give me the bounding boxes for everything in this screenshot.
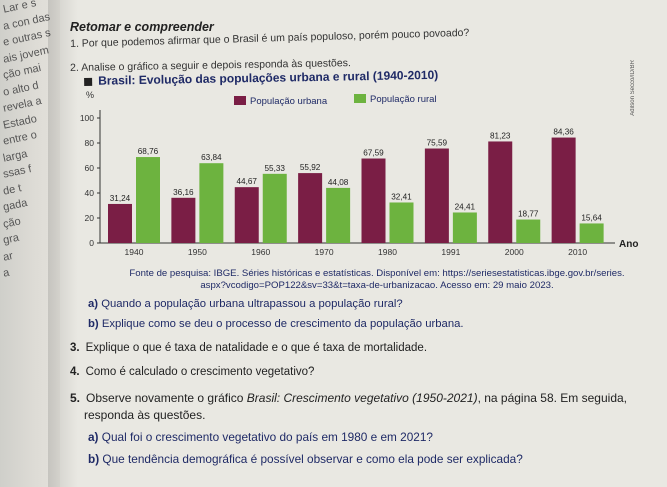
bar-rural-1940 [136, 157, 160, 243]
previous-page-fragment: gra [2, 231, 21, 247]
x-tick-label-1960: 1960 [251, 247, 270, 257]
image-credit: Adilson Secco/ID/BR [630, 60, 636, 116]
previous-page-fragment: ção [2, 214, 22, 231]
previous-page-fragment: ar [2, 249, 15, 264]
question-5-text-after: , na página 58. Em seguida, [477, 391, 627, 405]
previous-page-fragment: entre o [2, 128, 38, 148]
value-label-rural-1940: 68,76 [138, 147, 159, 156]
question-4-number: 4. [70, 366, 80, 378]
value-label-rural-1950: 63,84 [201, 153, 222, 162]
bar-rural-2000 [516, 219, 541, 243]
value-label-rural-2010: 15,64 [581, 213, 602, 222]
y-axis-label: % [86, 90, 94, 100]
textbook-page: Retomar e compreender 1. Por que podemos… [62, 0, 667, 487]
source-line-2: aspx?vcodigo=POP122&sv=33&t=taxa-de-urba… [200, 280, 554, 291]
value-label-urban-1970: 55,92 [300, 163, 321, 172]
question-3-number: 3. [70, 342, 80, 354]
x-tick-label-1991: 1991 [441, 247, 460, 257]
value-label-urban-1960: 44,67 [237, 177, 258, 186]
question-5-line-2: responda às questões. [84, 408, 206, 422]
legend-label-urban: População urbana [250, 96, 328, 107]
x-tick-label-2000: 2000 [505, 247, 524, 257]
bar-urban-1991 [424, 148, 449, 243]
x-tick-label-1950: 1950 [188, 247, 207, 257]
bar-rural-1980 [389, 202, 414, 243]
value-label-urban-2000: 81,23 [490, 131, 511, 140]
y-tick-label: 80 [85, 138, 95, 148]
question-5a-label: a) [88, 430, 99, 444]
value-label-urban-1950: 36,16 [173, 188, 194, 197]
value-label-rural-1991: 24,41 [455, 202, 476, 211]
question-5-number: 5. [70, 391, 81, 405]
previous-page-fragment: Lar e s [2, 0, 38, 16]
value-label-rural-2000: 18,77 [518, 210, 539, 219]
question-5: 5. Observe novamente o gráfico Brasil: Cr… [70, 391, 627, 405]
chart-source: Fonte de pesquisa: IBGE. Séries históric… [92, 268, 662, 292]
y-tick-label: 20 [85, 213, 95, 223]
question-2b: b) Explique como se deu o processo de cr… [88, 318, 464, 330]
value-label-rural-1970: 44,08 [328, 178, 349, 187]
bar-urban-1960 [234, 187, 259, 243]
value-label-rural-1960: 55,33 [265, 164, 286, 173]
previous-page-fragment: larga [2, 147, 29, 165]
bar-rural-1970 [326, 187, 351, 243]
question-5b-text: Que tendência demográfica é possível obs… [102, 452, 523, 466]
value-label-urban-1980: 67,59 [363, 149, 384, 158]
previous-page-fragment: gada [2, 196, 29, 214]
previous-page-fragment: de t [2, 181, 23, 198]
legend-swatch-urban [234, 96, 246, 105]
question-2a-text: Quando a população urbana ultrapassou a … [101, 298, 403, 310]
question-4-text: Como é calculado o crescimento vegetativ… [85, 366, 315, 378]
population-bar-chart: 0 20 40 60 80 100% Ano População urbana Populaçã… [80, 90, 639, 257]
y-tick-label: 40 [85, 188, 95, 198]
x-axis-label: Ano [619, 239, 638, 250]
bar-rural-1991 [452, 212, 477, 243]
page-fold-shadow [48, 0, 78, 487]
bar-urban-2000 [488, 141, 513, 243]
bar-urban-1950 [171, 197, 196, 243]
value-label-urban-2010: 84,36 [553, 128, 574, 137]
legend-label-rural: População rural [370, 94, 437, 105]
question-5b-label: b) [88, 452, 100, 466]
question-4: 4. Como é calculado o crescimento vegetat… [70, 366, 314, 378]
y-tick-label: 0 [89, 238, 94, 248]
bar-urban-1980 [361, 158, 386, 243]
bar-rural-1950 [199, 163, 224, 243]
question-2b-label: b) [88, 318, 99, 330]
question-5b: b) Que tendência demográfica é possível … [88, 452, 523, 466]
bar-rural-2010 [579, 223, 604, 243]
x-tick-label-1980: 1980 [378, 247, 397, 257]
value-label-urban-1991: 75,59 [427, 139, 448, 148]
question-5-text-italic: Brasil: Crescimento vegetativo (1950-202… [246, 391, 478, 405]
bar-rural-1960 [262, 173, 287, 243]
x-tick-label-1970: 1970 [315, 247, 334, 257]
question-5a: a) Qual foi o crescimento vegetativo do … [88, 430, 433, 444]
question-5-text-before: Observe novamente o gráfico [86, 391, 247, 405]
question-2b-text: Explique como se deu o processo de cresc… [101, 318, 464, 330]
previous-page-fragment: ssas f [2, 163, 33, 181]
question-3-text: Explique o que é taxa de natalidade e o … [85, 342, 428, 354]
question-2a-label: a) [88, 298, 99, 310]
bar-urban-1940 [108, 203, 132, 243]
section-title: Retomar e compreender [70, 20, 214, 34]
bar-urban-1970 [298, 173, 323, 243]
question-5a-text: Qual foi o crescimento vegetativo do paí… [101, 430, 433, 444]
x-tick-label-1940: 1940 [125, 247, 144, 257]
value-label-urban-1940: 31,24 [110, 194, 131, 203]
bar-urban-2010 [551, 137, 576, 243]
question-3: 3. Explique o que é taxa de natalidade e … [70, 342, 427, 354]
previous-page-fragment: a [2, 266, 11, 280]
value-label-rural-1980: 32,41 [391, 192, 412, 201]
source-line-1: Fonte de pesquisa: IBGE. Séries históric… [129, 268, 625, 279]
question-2a: a) Quando a população urbana ultrapassou… [88, 298, 403, 310]
y-tick-label: 60 [85, 163, 95, 173]
y-tick-label: 100 [80, 113, 94, 123]
x-tick-label-2010: 2010 [568, 247, 587, 257]
legend-swatch-rural [354, 94, 366, 103]
